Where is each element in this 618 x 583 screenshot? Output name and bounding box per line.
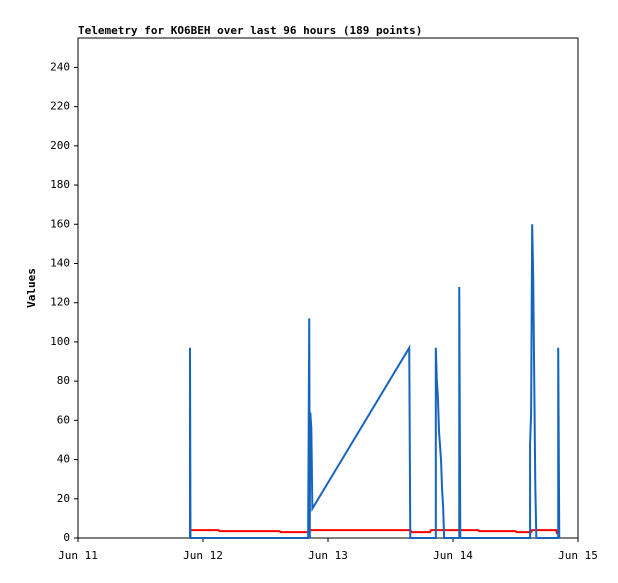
chart-title: Telemetry for KO6BEH over last 96 hours … — [78, 24, 422, 37]
y-tick-label: 120 — [50, 296, 70, 309]
y-tick-label: 0 — [63, 531, 70, 544]
y-tick-label: 200 — [50, 139, 70, 152]
y-tick-label: 80 — [57, 374, 70, 387]
y-tick-label: 240 — [50, 60, 70, 73]
y-tick-label: 100 — [50, 335, 70, 348]
x-tick-label: Jun 15 — [558, 549, 598, 562]
y-tick-label: 180 — [50, 178, 70, 191]
y-tick-label: 20 — [57, 492, 70, 505]
x-tick-label: Jun 13 — [308, 549, 348, 562]
x-tick-label: Jun 11 — [58, 549, 98, 562]
x-tick-label: Jun 12 — [183, 549, 223, 562]
y-tick-label: 60 — [57, 413, 70, 426]
y-tick-label: 140 — [50, 256, 70, 269]
y-tick-label: 160 — [50, 217, 70, 230]
series-line — [189, 529, 559, 535]
series-line — [188, 224, 561, 539]
x-tick-label: Jun 14 — [433, 549, 473, 562]
y-tick-label: 220 — [50, 100, 70, 113]
y-tick-label: 40 — [57, 453, 70, 466]
plot-frame — [77, 37, 579, 539]
y-axis-label: Values — [25, 268, 38, 308]
